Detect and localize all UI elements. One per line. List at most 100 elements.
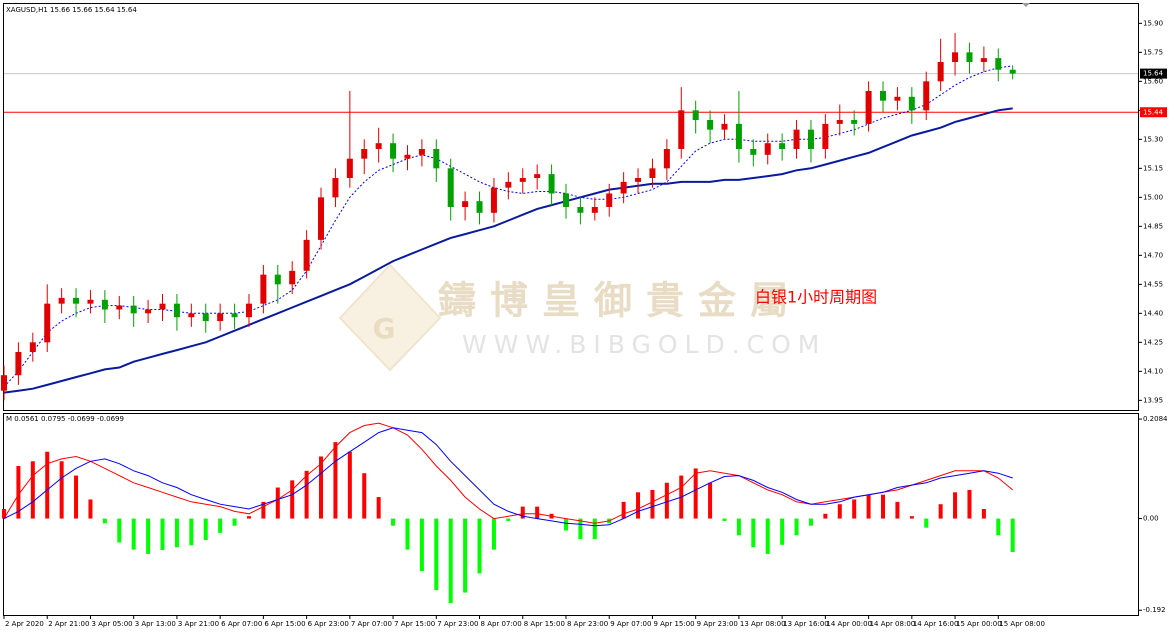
y-tick-label: 14.85 <box>1143 222 1163 230</box>
candle-body <box>707 120 714 130</box>
candle-body <box>418 149 425 155</box>
histogram-bar <box>506 518 511 521</box>
histogram-bar <box>304 470 309 519</box>
x-tick-label: 6 Apr 23:00 <box>308 620 349 628</box>
candle-body <box>764 143 771 155</box>
histogram-bar <box>376 497 381 519</box>
candle-body <box>173 303 180 318</box>
x-tick-label: 9 Apr 07:00 <box>610 620 651 628</box>
y-tick-label: 15.00 <box>1143 193 1163 201</box>
candle-body <box>591 207 598 213</box>
watermark-logo: G <box>338 263 442 372</box>
candle-body <box>1 375 7 391</box>
histogram-bar <box>419 518 424 572</box>
moving-average <box>3 107 1013 394</box>
candle-body <box>635 178 642 182</box>
candle-body <box>101 299 108 310</box>
histogram-bar <box>765 518 770 554</box>
watermark-brand: 鑄博皇御貴金屬 <box>438 279 802 323</box>
candle-body <box>303 239 310 271</box>
candle-body <box>346 158 353 178</box>
y-tick-label: -0.192 <box>1143 606 1166 614</box>
candle-body <box>649 168 656 178</box>
histogram-bar <box>981 509 986 519</box>
x-tick-label: 2 Apr 21:00 <box>48 620 89 628</box>
histogram-bar <box>405 518 410 550</box>
x-tick-label: 14 Apr 16:00 <box>913 620 959 628</box>
y-tick-label: 14.10 <box>1143 367 1163 375</box>
x-tick-label: 8 Apr 15:00 <box>524 620 565 628</box>
price-level-label: 15.64 <box>1143 70 1164 78</box>
histogram-bar <box>362 473 367 519</box>
price-title: XAGUSD,H1 15.66 15.66 15.64 15.64 <box>6 6 137 14</box>
x-tick-label: 3 Apr 05:00 <box>91 620 132 628</box>
histogram-bar <box>290 480 295 519</box>
y-tick-label: 15.60 <box>1143 77 1163 85</box>
x-tick-label: 3 Apr 13:00 <box>135 620 176 628</box>
candle-body <box>361 149 368 159</box>
histogram-bar <box>736 518 741 536</box>
watermark-url: WWW.BIBGOLD.COM <box>462 330 826 359</box>
y-tick-label: 15.15 <box>1143 164 1163 172</box>
histogram-bar <box>232 518 237 526</box>
y-tick-label: 14.70 <box>1143 251 1163 259</box>
x-tick-label: 7 Apr 07:00 <box>351 620 392 628</box>
candle-body <box>620 181 627 194</box>
histogram-bar <box>535 506 540 519</box>
histogram-bar <box>592 518 597 540</box>
histogram-bar <box>664 482 669 519</box>
candle-body <box>577 207 584 213</box>
candle-body <box>548 174 555 194</box>
y-tick-label: 14.25 <box>1143 338 1163 346</box>
x-tick-label: 13 Apr 08:00 <box>740 620 786 628</box>
histogram-bar <box>491 518 496 550</box>
macd-line <box>3 422 1014 524</box>
histogram-bar <box>391 518 396 526</box>
histogram-bar <box>333 442 338 519</box>
histogram-bar <box>924 518 929 528</box>
candle-body <box>15 352 22 376</box>
histogram-bar <box>189 518 194 546</box>
histogram-bar <box>434 518 439 591</box>
candle-body <box>505 181 512 188</box>
candle-body <box>260 274 267 304</box>
x-tick-label: 9 Apr 15:00 <box>653 620 694 628</box>
x-tick-label: 7 Apr 23:00 <box>437 620 478 628</box>
candle-body <box>923 81 930 111</box>
x-tick-label: 14 Apr 00:00 <box>826 620 872 628</box>
candle-body <box>663 149 670 169</box>
candle-body <box>188 313 195 318</box>
candle-body <box>375 143 382 149</box>
histogram-bar <box>261 501 266 519</box>
candle-body <box>735 123 742 149</box>
histogram-bar <box>563 518 568 531</box>
candle-body <box>390 143 397 159</box>
candle-body <box>880 91 887 101</box>
histogram-bar <box>117 518 122 543</box>
y-tick-label: 13.95 <box>1143 396 1163 404</box>
candle-body <box>29 342 36 352</box>
histogram-bar <box>16 466 21 519</box>
histogram-bar <box>751 518 756 548</box>
histogram-bar <box>837 504 842 519</box>
histogram-bar <box>909 516 914 519</box>
candle-body <box>908 96 915 111</box>
y-tick-label: 15.75 <box>1143 48 1163 56</box>
histogram-bar <box>146 518 151 554</box>
logo-letter: G <box>373 312 396 345</box>
histogram-bar <box>45 451 50 519</box>
candle-body <box>865 91 872 124</box>
histogram-bar <box>203 518 208 541</box>
histogram-bar <box>463 518 468 593</box>
x-tick-label: 3 Apr 21:00 <box>178 620 219 628</box>
x-tick-label: 15 Apr 00:00 <box>956 620 1002 628</box>
candle-body <box>836 120 843 124</box>
candle-body <box>318 197 325 240</box>
macd-line <box>3 427 1013 527</box>
histogram-bar <box>218 518 223 533</box>
candle-body <box>562 193 569 207</box>
logo-diamond <box>338 263 442 372</box>
x-tick-label: 7 Apr 15:00 <box>394 620 435 628</box>
